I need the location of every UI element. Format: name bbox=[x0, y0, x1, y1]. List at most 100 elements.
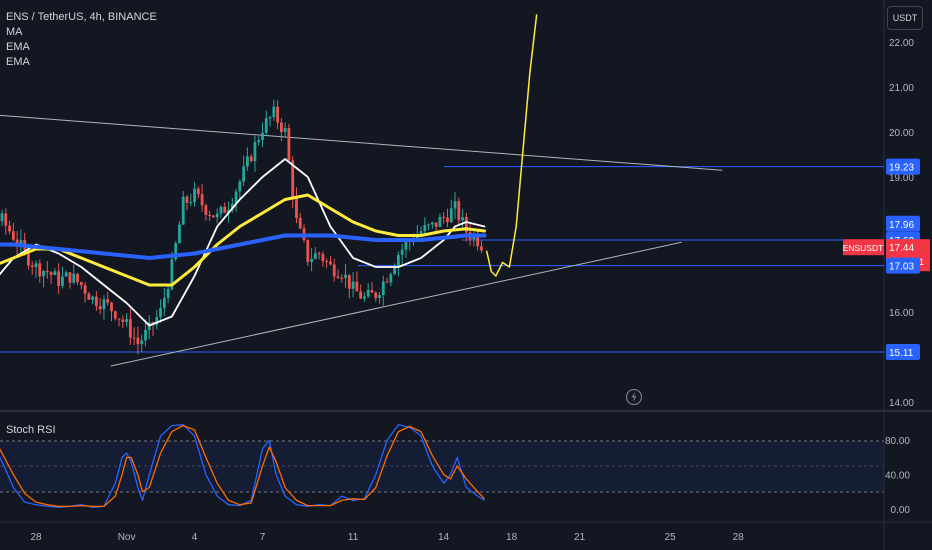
rsi-tick-label: 40.00 bbox=[885, 471, 910, 482]
candle-body bbox=[257, 140, 261, 142]
price-tag bbox=[886, 257, 920, 274]
rsi-axis-ticks: 80.00 40.00 0.00 bbox=[885, 436, 910, 516]
candle-body bbox=[415, 234, 419, 241]
candle-body bbox=[102, 299, 106, 310]
price-tag-label: 17.03 bbox=[889, 262, 914, 273]
candle-body bbox=[76, 273, 79, 283]
candle-body bbox=[419, 231, 423, 235]
candle-body bbox=[404, 241, 408, 250]
last-price-value: 17.44 bbox=[889, 243, 914, 254]
time-tick-label: 14 bbox=[438, 532, 450, 543]
candle-body bbox=[355, 281, 359, 292]
price-tick-label: 14.00 bbox=[889, 398, 914, 409]
candle-body bbox=[378, 294, 381, 299]
candle-body bbox=[83, 285, 87, 294]
candle-body bbox=[15, 239, 19, 246]
candle-body bbox=[170, 259, 174, 290]
candle-body bbox=[140, 340, 144, 345]
indicator-ema-label[interactable]: EMA bbox=[6, 41, 30, 53]
candle-body bbox=[261, 132, 264, 141]
currency-button[interactable]: USDT bbox=[887, 6, 923, 30]
symbol-tag-label: ENSUSDT bbox=[843, 243, 884, 253]
price-axis-ticks: 22.00 21.00 20.00 19.00 16.00 14.00 bbox=[889, 38, 914, 409]
candle-body bbox=[57, 271, 61, 286]
stoch-rsi-title[interactable]: Stoch RSI bbox=[6, 424, 56, 436]
stoch-k-line bbox=[0, 424, 485, 508]
candle-body bbox=[268, 117, 272, 119]
candle-body bbox=[313, 253, 317, 259]
candle-body bbox=[325, 261, 329, 263]
candle-body bbox=[34, 263, 38, 267]
candle-body bbox=[310, 258, 313, 263]
candle-body bbox=[446, 217, 449, 223]
price-tags: 19.2317.9617.60ENSUSDT17.4402:03:3117.03… bbox=[843, 158, 930, 361]
candle-body bbox=[276, 106, 279, 123]
candle-body bbox=[113, 311, 117, 319]
candle-body bbox=[68, 272, 72, 283]
candle-body bbox=[242, 166, 246, 182]
candle-body bbox=[196, 188, 200, 195]
stoch-rsi-lines bbox=[0, 424, 485, 508]
price-tag-label: 19.23 bbox=[889, 163, 914, 174]
candle-body bbox=[272, 106, 276, 118]
candle-body bbox=[449, 208, 453, 223]
indicator-lines bbox=[0, 14, 538, 327]
candle-body bbox=[246, 156, 249, 167]
candle-body bbox=[283, 128, 287, 132]
time-tick-label: Nov bbox=[118, 532, 136, 543]
stoch-d-line bbox=[0, 424, 485, 508]
candle-body bbox=[340, 277, 344, 279]
candle-body bbox=[185, 196, 189, 203]
candle-body bbox=[45, 270, 49, 273]
price-tag bbox=[886, 344, 920, 361]
candle-body bbox=[159, 308, 162, 318]
candle-body bbox=[212, 215, 215, 218]
candle-body bbox=[279, 122, 283, 132]
candle-body bbox=[181, 196, 185, 225]
candle-body bbox=[347, 274, 351, 289]
candle-body bbox=[42, 270, 45, 277]
candle-body bbox=[72, 273, 76, 283]
candle-body bbox=[363, 296, 366, 299]
candle-body bbox=[434, 222, 438, 227]
candle-body bbox=[321, 254, 325, 262]
candle-body bbox=[91, 296, 95, 300]
indicator-ma-label[interactable]: MA bbox=[6, 26, 23, 38]
candle-body bbox=[370, 289, 374, 293]
indicator-ema-label-2[interactable]: EMA bbox=[6, 56, 30, 68]
candle-body bbox=[385, 281, 389, 283]
candle-body bbox=[38, 263, 42, 277]
candle-body bbox=[374, 292, 378, 299]
price-tick-label: 20.00 bbox=[889, 128, 914, 139]
candle-body bbox=[359, 291, 363, 299]
time-tick-label: 11 bbox=[348, 532, 359, 543]
candle-body bbox=[329, 261, 332, 265]
candle-body bbox=[253, 141, 257, 162]
candles bbox=[0, 99, 483, 355]
candle-body bbox=[332, 264, 336, 277]
candle-body bbox=[427, 224, 430, 226]
candle-body bbox=[430, 222, 434, 225]
rsi-tick-label: 80.00 bbox=[885, 436, 910, 447]
lightning-bolt-icon[interactable] bbox=[625, 388, 643, 406]
horizontal-lines[interactable] bbox=[0, 166, 884, 353]
candle-body bbox=[223, 206, 227, 213]
symbol-tag bbox=[843, 239, 884, 256]
candle-body bbox=[249, 156, 253, 162]
candle-body bbox=[19, 240, 23, 246]
candle-body bbox=[381, 281, 385, 295]
candle-body bbox=[461, 217, 464, 221]
candle-body bbox=[204, 205, 208, 216]
candle-body bbox=[64, 272, 68, 277]
time-tick-label: 4 bbox=[192, 532, 198, 543]
candle-body bbox=[27, 249, 30, 266]
candle-body bbox=[30, 265, 34, 267]
trendline bbox=[0, 114, 723, 171]
trendlines[interactable] bbox=[0, 110, 723, 367]
symbol-title[interactable]: ENS / TetherUS, 4h, BINANCE bbox=[6, 11, 157, 23]
price-tick-label: 16.00 bbox=[889, 308, 914, 319]
candle-body bbox=[295, 197, 298, 219]
candle-body bbox=[366, 289, 370, 297]
